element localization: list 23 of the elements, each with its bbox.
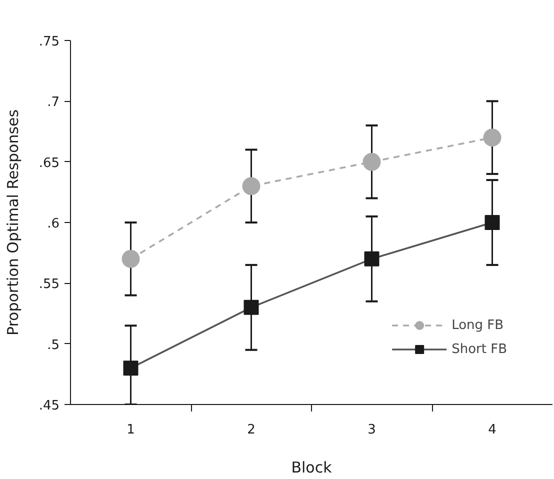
y-tick-label: .7: [47, 95, 60, 110]
point: [484, 215, 500, 230]
y-tick-label: .75: [38, 34, 60, 50]
y-axis-title: Proportion Optimal Responses: [4, 109, 22, 336]
x-tick-label: 2: [247, 422, 256, 438]
legend-label: Short FB: [452, 342, 507, 356]
y-tick-label: .55: [38, 277, 60, 292]
y-tick-label: .5: [47, 338, 60, 353]
x-tick-label: 4: [488, 422, 496, 438]
point: [483, 128, 502, 147]
legend-label: Long FB: [452, 318, 504, 332]
x-tick-label: 1: [126, 422, 135, 438]
x-tick-label: 3: [368, 422, 376, 438]
point: [123, 360, 138, 376]
y-tick-label: .65: [38, 156, 60, 171]
y-tick-label: .6: [47, 216, 60, 232]
point: [122, 250, 140, 268]
point: [362, 152, 381, 171]
point: [244, 300, 259, 315]
point: [364, 251, 380, 266]
x-axis-title: Block: [291, 458, 332, 476]
point: [242, 177, 260, 196]
y-tick-label: .45: [38, 398, 60, 414]
